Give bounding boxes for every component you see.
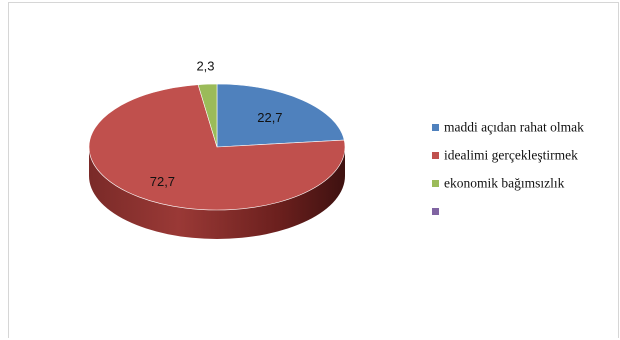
data-labels: 22,7 72,7 2,3 xyxy=(150,58,283,189)
legend-label-1: idealimi gerçekleştirmek xyxy=(444,148,578,163)
pie-slice-1 xyxy=(88,84,346,211)
pie-layer xyxy=(88,83,346,239)
legend-swatch-3 xyxy=(432,208,439,215)
pie-slice-2 xyxy=(197,83,218,148)
legend-swatch-2 xyxy=(432,180,439,187)
legend-swatch-0 xyxy=(432,124,439,131)
legend-swatch-1 xyxy=(432,152,439,159)
pie-side-1 xyxy=(89,147,345,239)
chart-frame xyxy=(8,2,619,338)
data-label-2: 2,3 xyxy=(196,58,214,73)
pie-slice-0 xyxy=(216,83,345,148)
legend-label-2: ekonomik bağımsızlık xyxy=(444,176,565,191)
legend-label-0: maddi açıdan rahat olmak xyxy=(444,120,584,135)
data-label-1: 72,7 xyxy=(150,174,175,189)
data-label-0: 22,7 xyxy=(257,110,282,125)
legend: maddi açıdan rahat olmak idealimi gerçekl… xyxy=(432,120,584,215)
